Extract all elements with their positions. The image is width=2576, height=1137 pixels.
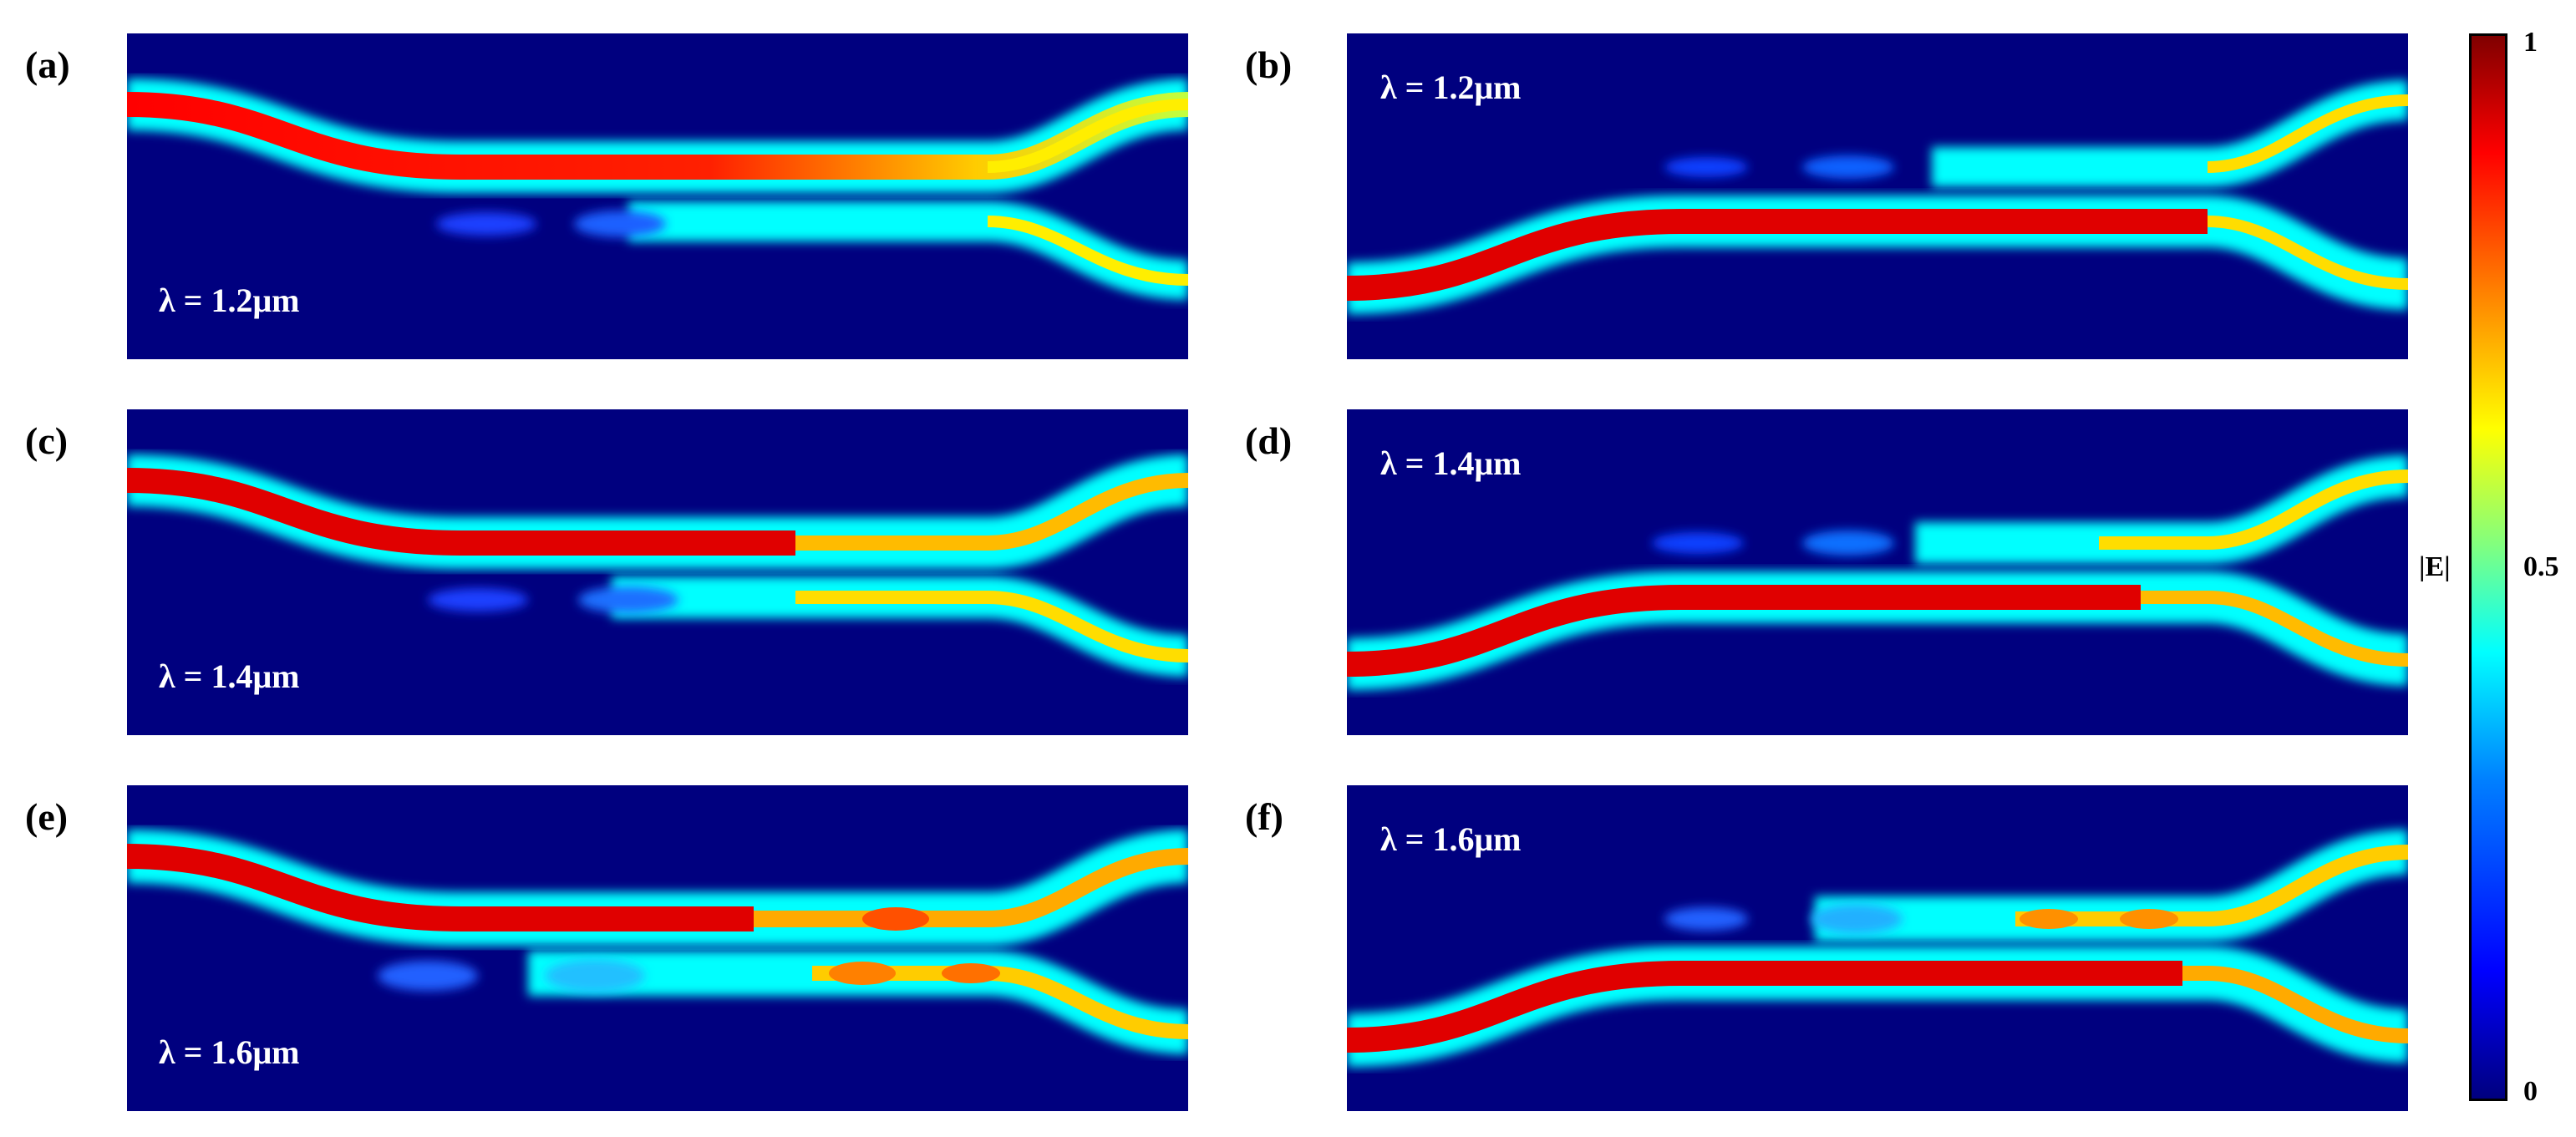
field-map-panel-a (127, 33, 1188, 359)
field-map-panel-d (1347, 409, 2408, 735)
field-map-panel-b (1347, 33, 2408, 359)
wavelength-label-c: λ = 1.4μm (159, 657, 300, 695)
wavelength-label-f: λ = 1.6μm (1380, 820, 1522, 858)
field-map-e (127, 830, 1188, 1054)
panel-label-b: (b) (1245, 43, 1293, 86)
panel-label-a: (a) (25, 43, 70, 86)
field-map-a (127, 79, 1188, 300)
colorbar-label: |E| (2419, 551, 2451, 582)
colorbar-tick-mid: 0.5 (2523, 551, 2559, 582)
field-map-panel-e (127, 785, 1188, 1111)
panel-label-f: (f) (1245, 795, 1283, 838)
wavelength-label-a: λ = 1.2μm (159, 282, 300, 319)
field-map-d (1347, 455, 2408, 690)
wavelength-label-d: λ = 1.4μm (1380, 444, 1522, 482)
wavelength-label-b: λ = 1.2μm (1380, 69, 1522, 106)
colorbar (2469, 33, 2507, 1101)
field-map-c (127, 454, 1188, 677)
field-map-panel-f (1347, 785, 2408, 1111)
panel-label-d: (d) (1245, 419, 1293, 462)
wavelength-label-e: λ = 1.6μm (159, 1033, 300, 1071)
colorbar-tick-min: 0 (2523, 1076, 2538, 1107)
field-map-panel-c (127, 409, 1188, 735)
field-map-b (1347, 80, 2408, 314)
field-map-f (1347, 830, 2408, 1067)
panel-label-e: (e) (25, 795, 69, 838)
panel-label-c: (c) (25, 419, 69, 462)
colorbar-tick-max: 1 (2523, 27, 2538, 58)
